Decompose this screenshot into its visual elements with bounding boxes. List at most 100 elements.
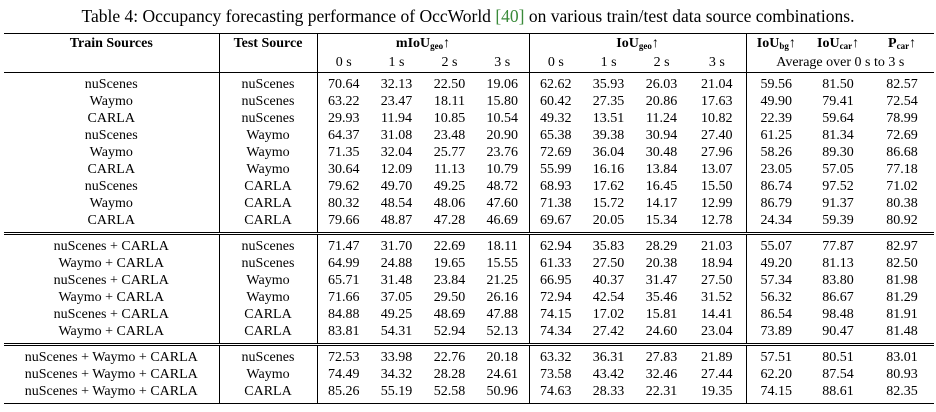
table-row: nuScenes + CARLA nuScenes 71.47 31.70 22.69 1… <box>4 232 935 255</box>
cell-train-sources: Waymo + CARLA <box>4 255 220 272</box>
cell-miou-3s: 47.88 <box>476 306 530 323</box>
cell-test-source: Waymo <box>219 144 318 161</box>
table-row: Waymo nuScenes 63.22 23.47 18.11 15.80 60.42 27… <box>4 93 934 110</box>
cell-miou-3s: 20.90 <box>476 127 530 144</box>
cell-miou-2s: 11.13 <box>434 162 465 177</box>
cell-iou-2s: 22.31 <box>635 383 689 404</box>
table-row: CARLA Waymo 30.64 12.09 11.13 10.79 55.99 16.16… <box>4 161 934 178</box>
results-table: Train Sources Test Source mIoUgeo↑ IoUge… <box>4 33 935 404</box>
cell-iou-3s: 21.89 <box>688 343 747 366</box>
cell-iou-0s: 55.99 <box>540 162 572 177</box>
cell-iou-2s: 11.24 <box>646 111 678 126</box>
cell-iou-3s: 27.44 <box>688 366 747 383</box>
cell-miou-0s: 65.71 <box>328 273 360 288</box>
cell-iou-0s: 66.95 <box>540 273 572 288</box>
cell-miou-0s: 79.66 <box>328 213 360 228</box>
cell-iou-car: 80.51 <box>806 343 871 366</box>
cell-iou-1s: 27.50 <box>592 256 625 271</box>
cell-iou-car: 86.67 <box>822 290 854 305</box>
cell-iou-bg: 59.56 <box>746 72 807 93</box>
cell-iou-1s: 20.05 <box>592 213 625 228</box>
cell-iou-1s: 42.54 <box>592 290 625 305</box>
cell-miou-3s: 26.16 <box>476 289 530 306</box>
table-row: Waymo CARLA 80.32 48.54 48.06 47.60 71.38 15.72… <box>4 195 934 212</box>
cell-iou-0s: 68.93 <box>540 179 572 194</box>
cell-miou-3s: 48.72 <box>476 178 530 195</box>
cell-test-source: nuScenes <box>219 255 318 272</box>
cell-p-car: 71.02 <box>886 179 918 194</box>
table-body: Train Sources Test Source mIoUgeo↑ IoUge… <box>4 33 935 404</box>
cell-miou-3s: 18.11 <box>476 232 530 255</box>
cell-iou-1s: 13.51 <box>592 111 625 126</box>
cell-miou-1s: 12.09 <box>380 162 413 177</box>
cell-train-sources: CARLA <box>4 212 220 234</box>
cell-miou-1s: 49.25 <box>380 307 413 322</box>
cell-test-source: nuScenes <box>219 343 318 366</box>
citation-link[interactable]: [40] <box>495 6 525 26</box>
cell-iou-car: 77.87 <box>806 232 871 255</box>
cell-iou-3s: 21.04 <box>688 72 747 93</box>
cell-iou-3s: 21.03 <box>688 232 747 255</box>
cell-miou-1s: 48.87 <box>380 213 413 228</box>
cell-test-source: Waymo <box>219 161 318 178</box>
cell-iou-3s: 19.35 <box>688 383 747 404</box>
cell-p-car: 82.57 <box>870 72 935 93</box>
table-caption: Table 4: Occupancy forecasting performan… <box>0 6 936 27</box>
cell-miou-2s: 49.25 <box>433 179 466 194</box>
cell-iou-1s: 27.35 <box>592 94 625 109</box>
cell-iou-car: 57.05 <box>822 162 854 177</box>
header-time-1s: 1 s <box>600 55 617 70</box>
cell-iou-2s: 32.46 <box>645 367 678 382</box>
cell-train-sources: nuScenes + CARLA <box>4 232 220 255</box>
cell-p-car: 80.38 <box>886 196 918 211</box>
cell-miou-3s: 15.55 <box>476 255 530 272</box>
cell-iou-bg: 86.79 <box>760 196 793 211</box>
cell-iou-bg: 62.20 <box>760 367 793 382</box>
cell-iou-bg: 22.39 <box>760 111 793 126</box>
cell-miou-2s: 47.28 <box>433 213 466 228</box>
cell-iou-2s: 24.60 <box>645 324 678 339</box>
cell-miou-1s: 55.19 <box>370 383 423 404</box>
cell-miou-2s: 22.69 <box>423 232 476 255</box>
cell-miou-1s: 31.70 <box>370 232 423 255</box>
cell-iou-0s: 72.94 <box>540 290 572 305</box>
cell-train-sources: nuScenes + CARLA <box>4 272 220 289</box>
table-row: CARLA nuScenes 29.93 11.94 10.85 10.54 49.32 13… <box>4 110 934 127</box>
cell-iou-1s: 28.33 <box>582 383 636 404</box>
cell-iou-2s: 14.17 <box>645 196 678 211</box>
cell-miou-0s: 63.22 <box>328 94 360 109</box>
cell-iou-car: 90.47 <box>822 324 854 339</box>
cell-train-sources: nuScenes <box>4 178 220 195</box>
cell-miou-2s: 25.77 <box>433 145 466 160</box>
cell-iou-0s: 49.32 <box>540 111 572 126</box>
cell-train-sources: Waymo <box>4 195 220 212</box>
cell-iou-0s: 65.38 <box>540 128 572 143</box>
cell-p-car: 72.69 <box>886 128 918 143</box>
header-iou-geo: IoUgeo↑ <box>529 33 747 54</box>
cell-miou-1s: 31.08 <box>380 128 413 143</box>
cell-miou-0s: 84.88 <box>328 307 360 322</box>
cell-iou-2s: 20.86 <box>645 94 678 109</box>
cell-p-car: 80.92 <box>886 213 918 228</box>
cell-miou-2s: 19.65 <box>433 256 466 271</box>
cell-miou-2s: 10.85 <box>433 111 466 126</box>
cell-iou-bg: 24.34 <box>760 213 793 228</box>
cell-iou-3s: 27.96 <box>688 144 747 161</box>
cell-miou-2s: 22.50 <box>423 72 476 93</box>
table-row: nuScenes + CARLA CARLA 84.88 49.25 48.69 47.8… <box>4 306 934 323</box>
header-time-2s: 2 s <box>653 55 670 70</box>
cell-iou-car: 79.41 <box>822 94 854 109</box>
header-iou-bg: IoUbg↑ <box>746 33 807 54</box>
cell-miou-2s: 22.76 <box>423 343 476 366</box>
cell-p-car: 72.54 <box>886 94 918 109</box>
cell-miou-3s: 52.13 <box>476 323 530 345</box>
cell-iou-1s: 17.02 <box>592 307 625 322</box>
cell-iou-bg: 49.20 <box>760 256 793 271</box>
cell-miou-0s: 80.32 <box>328 196 360 211</box>
cell-miou-1s: 31.48 <box>380 273 413 288</box>
cell-miou-3s: 50.96 <box>476 383 530 404</box>
cell-miou-1s: 24.88 <box>380 256 413 271</box>
cell-miou-0s: 64.37 <box>328 128 360 143</box>
cell-iou-3s: 15.50 <box>688 178 747 195</box>
cell-iou-bg: 23.05 <box>760 162 793 177</box>
